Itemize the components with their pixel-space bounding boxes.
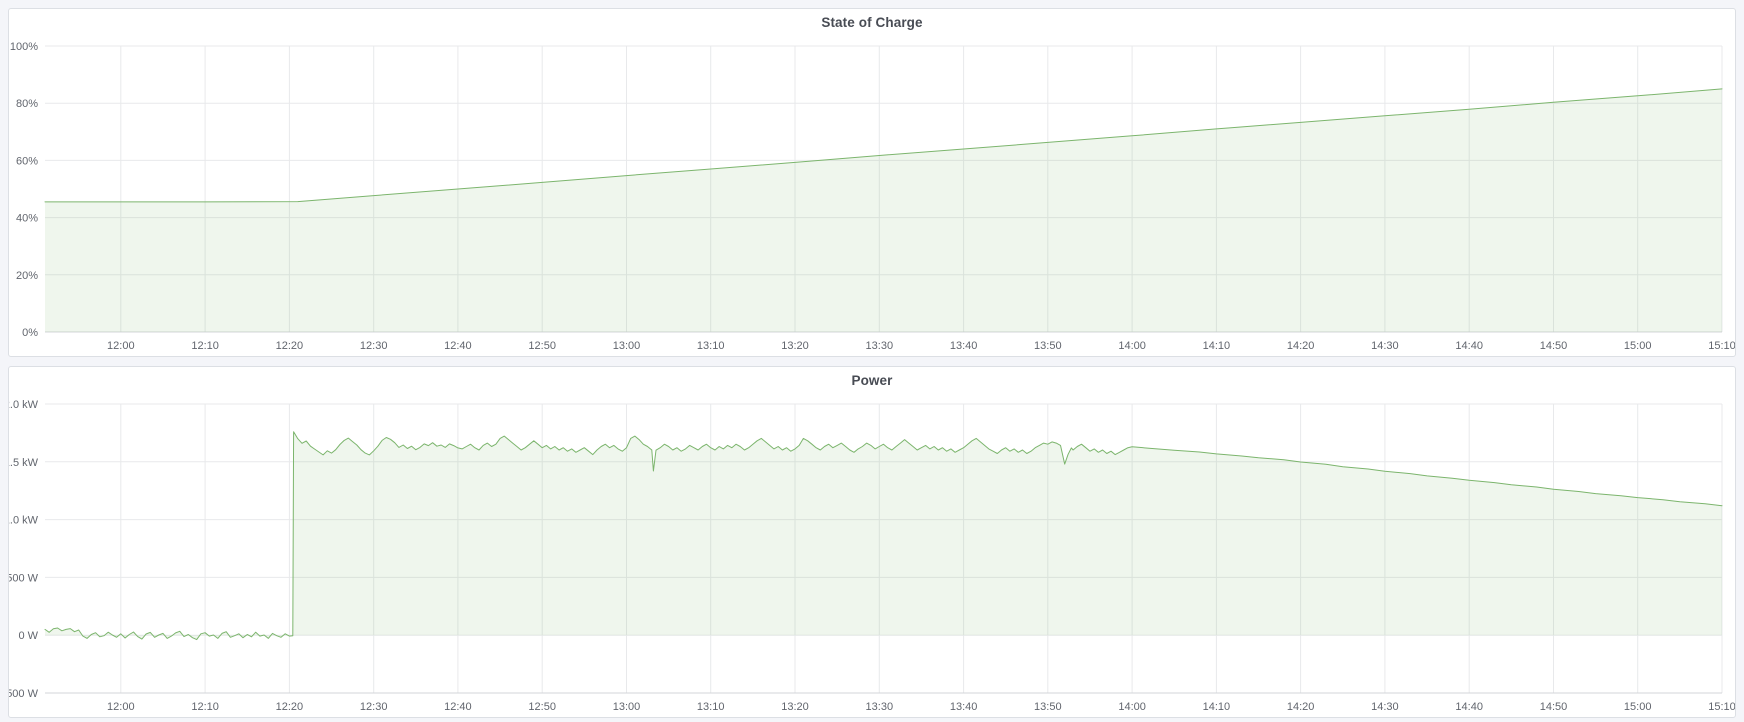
- series-area: [45, 431, 1722, 640]
- x-tick-label: 12:30: [360, 701, 388, 713]
- x-tick-label: 14:30: [1371, 340, 1399, 352]
- x-tick-label: 13:20: [781, 340, 809, 352]
- x-tick-label: 13:30: [866, 701, 894, 713]
- power-chart[interactable]: -500 W 0 W 500 W 1.0 kW 1.5 kW 2.0 kW 12:00 12:…: [9, 394, 1735, 717]
- x-tick-label: 15:00: [1624, 701, 1652, 713]
- series-line: [44, 431, 1723, 641]
- x-tick-label: 12:20: [276, 701, 304, 713]
- x-tick-label: 14:50: [1540, 701, 1568, 713]
- x-tick-label: 14:00: [1118, 340, 1146, 352]
- x-tick-label: 12:00: [107, 701, 135, 713]
- panel-power: Power -500 W 0 W 500 W 1.0 kW 1.5 kW 2.0 kW 12…: [8, 366, 1736, 718]
- x-tick-label: 14:40: [1455, 701, 1483, 713]
- y-tick-label: 40%: [16, 213, 38, 225]
- y-tick-label: 500 W: [9, 572, 39, 584]
- x-tick-label: 15:10: [1708, 340, 1735, 352]
- x-tick-label: 13:40: [950, 340, 978, 352]
- x-tick-label: 13:30: [866, 340, 894, 352]
- y-tick-label: 100%: [10, 41, 38, 53]
- x-tick-label: 12:00: [107, 340, 135, 352]
- series-line: [44, 88, 1723, 203]
- y-tick-label: 20%: [16, 270, 38, 282]
- y-tick-label: 0 W: [18, 630, 38, 642]
- x-tick-label: 13:10: [697, 340, 725, 352]
- x-tick-label: 12:10: [191, 701, 219, 713]
- x-tick-label: 13:10: [697, 701, 725, 713]
- x-tick-label: 12:30: [360, 340, 388, 352]
- dashboard: State of Charge 0% 20% 40% 60% 80% 100% 12:00 1…: [8, 8, 1736, 718]
- panel-title: State of Charge: [821, 15, 923, 30]
- x-tick-label: 14:20: [1287, 340, 1315, 352]
- x-tick-label: 13:50: [1034, 701, 1062, 713]
- x-tick-label: 14:20: [1287, 701, 1315, 713]
- x-tick-label: 13:00: [613, 340, 641, 352]
- panel-title: Power: [851, 373, 893, 388]
- x-tick-label: 13:20: [781, 701, 809, 713]
- panel-header-state-of-charge[interactable]: State of Charge: [9, 9, 1735, 36]
- y-tick-label: 1.5 kW: [9, 457, 39, 469]
- x-tick-label: 14:50: [1540, 340, 1568, 352]
- x-tick-label: 13:40: [950, 701, 978, 713]
- x-tick-label: 12:20: [276, 340, 304, 352]
- x-tick-label: 12:50: [528, 701, 556, 713]
- series-area: [45, 88, 1722, 333]
- y-tick-label: 1.0 kW: [9, 515, 39, 527]
- x-tick-label: 12:40: [444, 701, 472, 713]
- y-tick-label: 80%: [16, 98, 38, 110]
- panel-state-of-charge: State of Charge 0% 20% 40% 60% 80% 100% 12:00 1…: [8, 8, 1736, 357]
- y-tick-label: 0%: [22, 327, 38, 339]
- y-tick-label: 60%: [16, 155, 38, 167]
- y-tick-label: -500 W: [9, 688, 39, 700]
- x-tick-label: 12:10: [191, 340, 219, 352]
- x-tick-label: 14:00: [1118, 701, 1146, 713]
- state-of-charge-chart[interactable]: 0% 20% 40% 60% 80% 100% 12:00 12:10 12:20 12:30 12…: [9, 36, 1735, 356]
- x-tick-label: 12:50: [528, 340, 556, 352]
- panel-header-power[interactable]: Power: [9, 367, 1735, 394]
- x-tick-label: 14:10: [1203, 701, 1231, 713]
- x-tick-label: 14:30: [1371, 701, 1399, 713]
- x-tick-label: 15:00: [1624, 340, 1652, 352]
- x-tick-label: 13:50: [1034, 340, 1062, 352]
- x-tick-label: 14:10: [1203, 340, 1231, 352]
- x-tick-label: 14:40: [1455, 340, 1483, 352]
- x-tick-label: 13:00: [613, 701, 641, 713]
- x-tick-label: 12:40: [444, 340, 472, 352]
- x-tick-label: 15:10: [1708, 701, 1735, 713]
- y-tick-label: 2.0 kW: [9, 399, 39, 411]
